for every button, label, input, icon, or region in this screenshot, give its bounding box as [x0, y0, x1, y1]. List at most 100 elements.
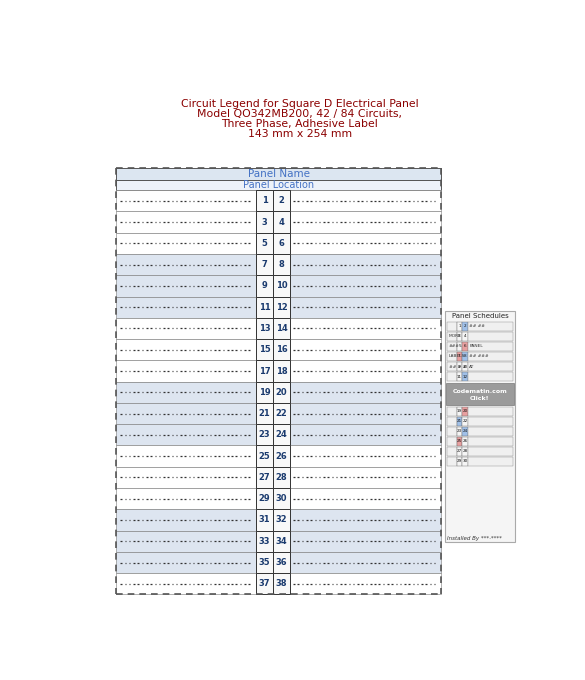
- Bar: [116, 318, 256, 339]
- Text: 12: 12: [462, 375, 467, 379]
- Bar: [256, 233, 273, 254]
- Bar: [448, 447, 457, 456]
- Text: 10: 10: [462, 364, 467, 369]
- Bar: [256, 403, 273, 424]
- Text: 11: 11: [457, 375, 462, 379]
- Text: 21: 21: [259, 409, 270, 418]
- Text: 1: 1: [261, 197, 267, 205]
- Bar: [116, 573, 256, 594]
- Text: 9: 9: [261, 282, 267, 290]
- Bar: [448, 352, 457, 361]
- Text: 3: 3: [458, 335, 461, 339]
- Text: 6: 6: [278, 239, 284, 248]
- Text: 26: 26: [462, 439, 467, 443]
- Bar: [256, 275, 273, 296]
- Bar: [256, 381, 273, 403]
- Bar: [116, 360, 256, 381]
- Bar: [457, 352, 462, 361]
- Bar: [273, 573, 290, 594]
- Bar: [448, 342, 457, 351]
- Bar: [457, 417, 462, 426]
- Bar: [462, 447, 467, 456]
- Text: Click!: Click!: [470, 396, 490, 401]
- Bar: [256, 445, 273, 466]
- Bar: [273, 360, 290, 381]
- Bar: [256, 254, 273, 275]
- Bar: [457, 407, 462, 415]
- Bar: [256, 424, 273, 445]
- Bar: [457, 342, 462, 351]
- Text: 3: 3: [261, 218, 267, 226]
- Bar: [256, 552, 273, 573]
- Bar: [116, 530, 256, 552]
- Text: 37: 37: [259, 579, 270, 588]
- Bar: [256, 466, 273, 488]
- Bar: [445, 311, 515, 542]
- Bar: [273, 318, 290, 339]
- Bar: [290, 530, 441, 552]
- Bar: [457, 426, 462, 436]
- Bar: [290, 509, 441, 530]
- Bar: [256, 339, 273, 360]
- Text: Panel Location: Panel Location: [243, 180, 314, 190]
- Text: LABELS: LABELS: [449, 354, 466, 358]
- Text: Installed By ***·****: Installed By ***·****: [448, 537, 503, 541]
- Text: 11: 11: [259, 303, 270, 311]
- Bar: [457, 456, 462, 466]
- Text: 29: 29: [457, 459, 462, 463]
- Bar: [448, 362, 457, 371]
- Bar: [448, 332, 457, 341]
- Text: 2: 2: [463, 324, 466, 328]
- Text: 143 mm x 254 mm: 143 mm x 254 mm: [248, 129, 352, 139]
- Bar: [116, 296, 256, 318]
- Text: 17: 17: [259, 367, 270, 375]
- Bar: [116, 254, 256, 275]
- Bar: [462, 372, 467, 381]
- Text: 29: 29: [259, 494, 270, 503]
- Bar: [116, 168, 441, 180]
- Text: 8: 8: [278, 260, 284, 269]
- Text: ## ##: ## ##: [469, 324, 485, 328]
- Text: 23: 23: [457, 429, 462, 433]
- Text: 9: 9: [458, 364, 461, 369]
- Text: 5: 5: [458, 345, 461, 348]
- Bar: [467, 332, 512, 341]
- Text: 8: 8: [463, 354, 466, 358]
- Text: ## ###: ## ###: [469, 354, 488, 358]
- Bar: [290, 254, 441, 275]
- Bar: [457, 332, 462, 341]
- Text: 32: 32: [276, 515, 287, 524]
- Bar: [116, 552, 256, 573]
- Text: AT: AT: [469, 364, 474, 369]
- Text: ###: ###: [449, 345, 460, 348]
- Bar: [273, 424, 290, 445]
- Bar: [273, 296, 290, 318]
- Bar: [467, 362, 512, 371]
- Text: 4: 4: [278, 218, 284, 226]
- Text: 35: 35: [259, 558, 270, 567]
- Bar: [462, 322, 467, 331]
- Bar: [462, 407, 467, 415]
- Text: 31: 31: [259, 515, 270, 524]
- Text: 19: 19: [457, 409, 462, 413]
- Text: 7: 7: [261, 260, 267, 269]
- Bar: [273, 254, 290, 275]
- Bar: [467, 372, 512, 381]
- Bar: [448, 322, 457, 331]
- Bar: [116, 180, 441, 190]
- Bar: [273, 233, 290, 254]
- Text: 16: 16: [276, 345, 287, 354]
- Bar: [290, 381, 441, 403]
- Text: 2: 2: [278, 197, 284, 205]
- Bar: [116, 445, 256, 466]
- Text: ## # #: ## # #: [449, 364, 466, 369]
- Text: 12: 12: [276, 303, 287, 311]
- Bar: [448, 417, 457, 426]
- Text: 20: 20: [276, 388, 287, 397]
- Text: 27: 27: [457, 449, 462, 453]
- Text: Circuit Legend for Square D Electrical Panel: Circuit Legend for Square D Electrical P…: [181, 99, 419, 109]
- Bar: [467, 456, 512, 466]
- Bar: [256, 211, 273, 233]
- Bar: [290, 424, 441, 445]
- Bar: [273, 190, 290, 211]
